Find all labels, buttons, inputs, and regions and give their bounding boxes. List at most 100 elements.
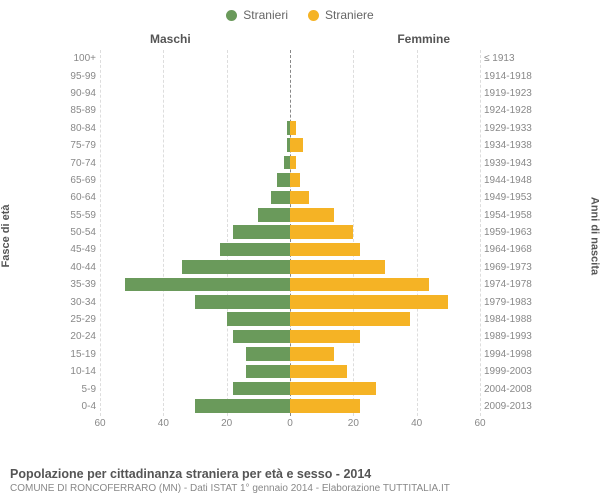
bar-zone [100,363,480,380]
birth-label: 1914-1918 [480,71,536,82]
bar-zone [100,328,480,345]
bar-female [290,121,296,135]
bar-zone [100,380,480,397]
pyramid-row: 0-42009-2013 [64,398,536,415]
age-label: 65-69 [64,175,100,186]
bar-zone [100,102,480,119]
bar-female [290,243,360,257]
birth-label: 1969-1973 [480,262,536,273]
pyramid-row: 45-49 1964-1968 [64,241,536,258]
column-header-male: Maschi [150,32,191,46]
bar-male [233,225,290,239]
birth-label: 1934-1938 [480,140,536,151]
age-label: 0-4 [64,401,100,412]
bar-male [258,208,290,222]
birth-label: 1944-1948 [480,175,536,186]
bar-female [290,278,429,292]
legend-item-female: Straniere [308,8,374,22]
bar-zone [100,85,480,102]
x-tick-label: 20 [348,418,359,429]
rows-container: 100+≤ 191395-991914-191890-941919-192385… [64,50,536,416]
legend: Stranieri Straniere [0,0,600,26]
pyramid-row: 5-92004-2008 [64,380,536,397]
age-label: 55-59 [64,210,100,221]
legend-label-female: Straniere [325,8,374,22]
pyramid-row: 40-44 1969-1973 [64,259,536,276]
birth-label: 1924-1928 [480,105,536,116]
age-label: 20-24 [64,331,100,342]
bar-zone [100,259,480,276]
birth-label: 1964-1968 [480,244,536,255]
bar-female [290,191,309,205]
bar-male [195,295,290,309]
bar-zone [100,67,480,84]
birth-label: 1939-1943 [480,158,536,169]
age-label: 40-44 [64,262,100,273]
bar-zone [100,172,480,189]
bar-zone [100,137,480,154]
x-tick-label: 60 [474,418,485,429]
bar-zone [100,207,480,224]
pyramid-row: 65-69 1944-1948 [64,172,536,189]
age-label: 95-99 [64,71,100,82]
x-tick-label: 60 [94,418,105,429]
bar-male [271,191,290,205]
bar-female [290,138,303,152]
bar-female [290,208,334,222]
bar-zone [100,276,480,293]
pyramid-row: 95-99 1914-1918 [64,67,536,84]
pyramid-row: 85-89 1924-1928 [64,102,536,119]
legend-swatch-female [308,10,319,21]
bar-zone [100,224,480,241]
birth-label: 1994-1998 [480,349,536,360]
pyramid-row: 25-29 1984-1988 [64,311,536,328]
age-label: 15-19 [64,349,100,360]
age-label: 100+ [64,53,100,64]
birth-label: 2004-2008 [480,384,536,395]
pyramid-row: 55-59 1954-1958 [64,207,536,224]
age-label: 25-29 [64,314,100,325]
birth-label: 1999-2003 [480,366,536,377]
bar-male [277,173,290,187]
legend-item-male: Stranieri [226,8,288,22]
pyramid-row: 90-941919-1923 [64,85,536,102]
bar-zone [100,189,480,206]
y-axis-left-title: Fasce di età [0,205,12,268]
birth-label: 1989-1993 [480,331,536,342]
age-label: 85-89 [64,105,100,116]
bar-zone [100,120,480,137]
pyramid-row: 80-841929-1933 [64,120,536,137]
age-label: 30-34 [64,297,100,308]
bar-female [290,156,296,170]
bar-female [290,382,376,396]
pyramid-row: 100+≤ 1913 [64,50,536,67]
bar-zone [100,241,480,258]
birth-label: 1959-1963 [480,227,536,238]
birth-label: 1929-1933 [480,123,536,134]
bar-female [290,225,353,239]
age-label: 45-49 [64,244,100,255]
birth-label: 1919-1923 [480,88,536,99]
bar-female [290,347,334,361]
bar-male [246,365,290,379]
bar-female [290,173,300,187]
bar-male [125,278,290,292]
chart-subtitle: COMUNE DI RONCOFERRARO (MN) - Dati ISTAT… [10,483,590,494]
bar-male [195,399,290,413]
pyramid-row: 15-19 1994-1998 [64,346,536,363]
bar-male [220,243,290,257]
bar-zone [100,346,480,363]
bar-male [233,330,290,344]
pyramid-row: 75-791934-1938 [64,137,536,154]
pyramid-row: 70-74 1939-1943 [64,154,536,171]
bar-female [290,399,360,413]
bar-female [290,260,385,274]
bar-male [246,347,290,361]
birth-label: 1984-1988 [480,314,536,325]
pyramid-row: 30-341979-1983 [64,293,536,310]
age-label: 35-39 [64,279,100,290]
bar-male [233,382,290,396]
age-label: 70-74 [64,158,100,169]
bar-female [290,295,448,309]
birth-label: 1954-1958 [480,210,536,221]
